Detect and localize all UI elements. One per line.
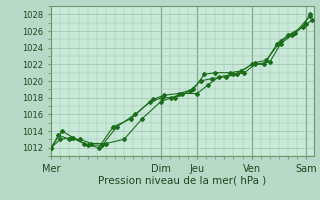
X-axis label: Pression niveau de la mer( hPa ): Pression niveau de la mer( hPa )	[98, 175, 267, 185]
